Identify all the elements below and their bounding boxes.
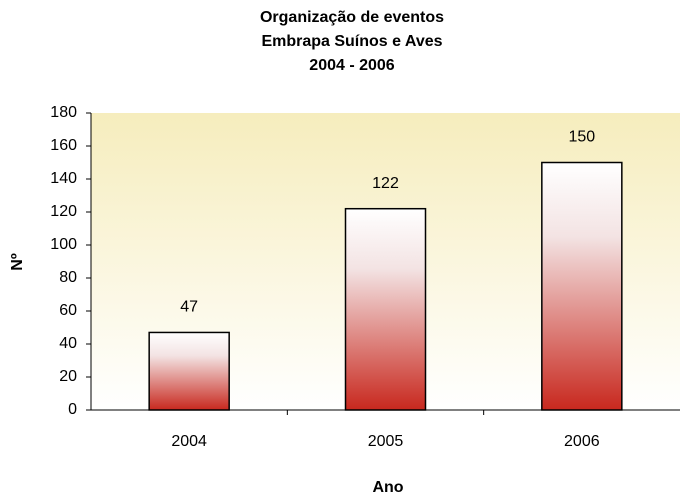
y-axis-label: Nº xyxy=(9,253,26,271)
x-axis-label: Ano xyxy=(372,479,403,496)
y-tick-label: 80 xyxy=(59,269,77,286)
y-tick-label: 180 xyxy=(50,104,77,121)
y-tick-label: 40 xyxy=(59,335,77,352)
x-tick-label: 2005 xyxy=(368,433,404,450)
chart-title: Organização de eventos xyxy=(260,9,444,26)
chart-title: 2004 - 2006 xyxy=(309,57,395,74)
y-tick-label: 120 xyxy=(50,203,77,220)
y-tick-label: 60 xyxy=(59,302,77,319)
y-tick-label: 100 xyxy=(50,236,77,253)
data-label: 150 xyxy=(568,129,595,146)
bar xyxy=(148,331,230,411)
x-tick-label: 2004 xyxy=(171,433,207,450)
data-label: 47 xyxy=(180,299,198,316)
data-label: 122 xyxy=(372,175,399,192)
y-tick-label: 20 xyxy=(59,368,77,385)
x-tick-label: 2006 xyxy=(564,433,600,450)
y-tick-label: 160 xyxy=(50,137,77,154)
chart-title: Embrapa Suínos e Aves xyxy=(261,33,442,50)
y-tick-label: 140 xyxy=(50,170,77,187)
bar xyxy=(344,207,427,411)
y-tick-label: 0 xyxy=(68,401,77,418)
bar xyxy=(541,161,623,411)
